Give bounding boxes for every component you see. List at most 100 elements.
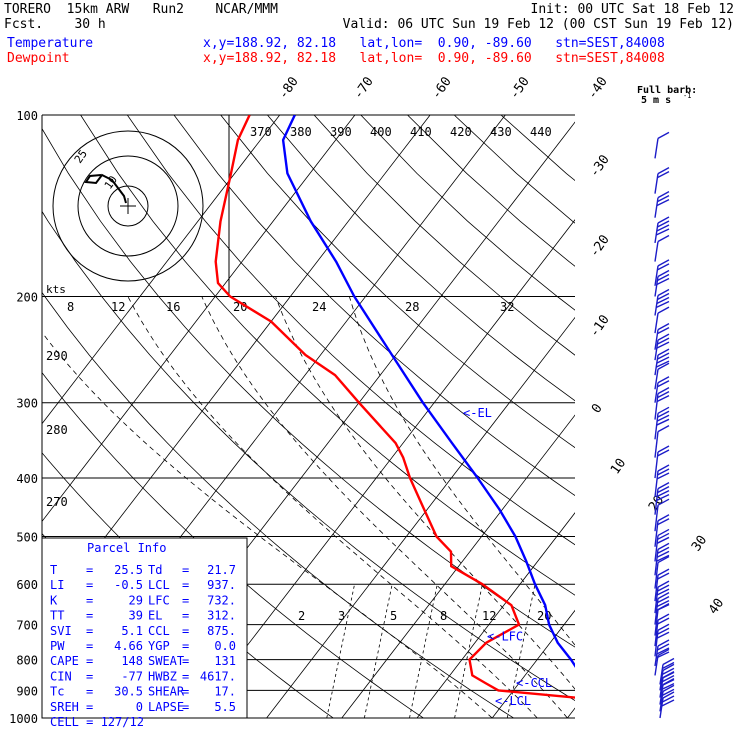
parcel-value-svi: 5.1 xyxy=(121,624,143,638)
theta-e-label-380: 380 xyxy=(290,125,312,139)
wind-barb-flag xyxy=(657,288,670,297)
wind-barb-flag xyxy=(657,591,670,600)
full-barb-exp: -1 xyxy=(683,92,691,100)
wind-speed-label-32: 32 xyxy=(500,300,514,314)
level-markers: <-EL <-LFC <-CCL <-LCL xyxy=(463,406,552,708)
wind-barb-staff xyxy=(654,562,659,589)
wind-barb-730 xyxy=(654,602,670,636)
pressure-label-100: 100 xyxy=(16,109,38,123)
dry-adiabat-370 xyxy=(267,115,575,402)
wind-barb-staff xyxy=(654,413,659,440)
wind-barb-staff xyxy=(654,431,659,458)
hodograph-ring-2 xyxy=(77,155,179,257)
wind-barb-1000 xyxy=(659,691,675,719)
parcel-eq: = xyxy=(182,593,189,607)
wind-barb-flag xyxy=(662,663,675,672)
parcel-key-svi: SVI xyxy=(50,624,72,638)
wind-barb-flag xyxy=(662,677,675,686)
parcel-eq: = xyxy=(86,593,93,607)
wind-barb-flag xyxy=(657,362,670,370)
parcel-eq: = xyxy=(86,578,93,592)
wind-barb-245 xyxy=(654,323,670,350)
theta-e-label-390: 390 xyxy=(330,125,352,139)
parcel-eq: = xyxy=(86,669,93,683)
pressure-label-800: 800 xyxy=(16,654,38,668)
wind-barb-flag xyxy=(657,528,670,537)
parcel-value-tt: 39 xyxy=(129,609,143,623)
wind-barb-flag xyxy=(657,486,670,494)
parcel-key-t: T xyxy=(50,563,57,577)
wind-barb-flag xyxy=(657,449,670,457)
parcel-eq: = xyxy=(86,563,93,577)
pressure-label-600: 600 xyxy=(16,578,38,592)
wind-barb-flag xyxy=(657,220,670,228)
mixing-ratio-label-2: 2 xyxy=(298,609,305,623)
legend-temperature-label: Temperature xyxy=(7,36,94,51)
parcel-value-ygp: 0.0 xyxy=(214,639,236,653)
parcel-eq: = xyxy=(86,654,93,668)
parcel-eq: = xyxy=(182,700,189,714)
wind-barb-490 xyxy=(654,498,670,532)
theta-e-label-410: 410 xyxy=(410,125,432,139)
mixing-ratio-12 xyxy=(506,584,536,718)
wind-barb-staff xyxy=(654,620,659,647)
wind-barb-flag xyxy=(656,414,670,422)
hodograph-trace xyxy=(84,173,127,204)
hodograph-ring-label-25: 25 xyxy=(72,147,90,165)
mixing-ratio-5 xyxy=(409,584,438,718)
wind-barb-790 xyxy=(654,623,670,657)
parcel-key-el: EL xyxy=(148,609,162,623)
wind-barb-flag xyxy=(655,494,670,502)
isotherm-label-0: 0 xyxy=(589,401,606,416)
wind-barb-640 xyxy=(654,568,670,602)
wind-barb-430 xyxy=(654,464,670,498)
wind-barb-staff xyxy=(654,575,659,602)
parcel-eq: = xyxy=(182,654,189,668)
dry-adiabat-394 xyxy=(360,115,575,311)
wind-barb-550 xyxy=(654,528,670,562)
wind-barb-flag xyxy=(656,631,670,639)
wind-barb-135 xyxy=(654,166,670,194)
theta-e-label-400: 400 xyxy=(370,125,392,139)
wind-barb-staff xyxy=(654,609,659,636)
wind-barb-staff xyxy=(654,520,659,547)
wind-barb-staff xyxy=(654,369,659,390)
theta-e-label-440: 440 xyxy=(530,125,552,139)
isotherm-40 xyxy=(718,115,740,718)
wind-barb-148 xyxy=(654,191,670,218)
pressure-label-1000: 1000 xyxy=(9,712,38,726)
parcel-key-cape: CAPE xyxy=(50,654,79,668)
parcel-value-hwbz: 4617. xyxy=(200,669,236,683)
wind-barb-175 xyxy=(654,234,670,262)
mixing-ratio-20 xyxy=(582,584,610,718)
wind-barb-flag xyxy=(662,670,675,679)
hodograph-ring-1 xyxy=(107,185,149,227)
wind-barb-flag xyxy=(657,352,670,360)
wind-barb-flag xyxy=(657,191,670,199)
wind-barb-flag xyxy=(656,224,670,232)
isotherm-label-10: 10 xyxy=(608,456,629,477)
wind-barb-flag xyxy=(657,234,670,243)
wind-barb-flag xyxy=(656,394,670,403)
parcel-value-sweat: 131 xyxy=(214,654,236,668)
wind-barb-flag xyxy=(657,580,670,588)
wind-barb-flag xyxy=(656,199,670,207)
dry-adiabat-346 xyxy=(173,115,575,497)
wind-barb-flag xyxy=(655,418,670,426)
parcel-info-box: Parcel Info T = 25.5 Td = 21.7 LI = -0.5 LCL = 937. K… xyxy=(41,537,248,729)
header-init-time: Init: 00 UTC Sat 18 Feb 12 xyxy=(530,2,735,17)
wind-barb-370 xyxy=(654,425,670,458)
series-temperature xyxy=(281,115,575,668)
isotherm-label--60: -60 xyxy=(429,74,455,102)
parcel-eq: = xyxy=(86,609,93,623)
wind-barb-520 xyxy=(654,514,670,547)
parcel-eq: = xyxy=(182,639,189,653)
parcel-eq: = xyxy=(182,669,189,683)
marker-el: <-EL xyxy=(463,406,492,420)
wind-barb-flag xyxy=(656,341,670,349)
wind-barb-215 xyxy=(654,288,670,316)
full-barb-label: Full barb: xyxy=(637,85,697,96)
wind-barb-200 xyxy=(654,269,670,297)
parcel-value-sreh: 0 xyxy=(136,700,143,714)
hodograph-ring-3 xyxy=(52,130,204,282)
